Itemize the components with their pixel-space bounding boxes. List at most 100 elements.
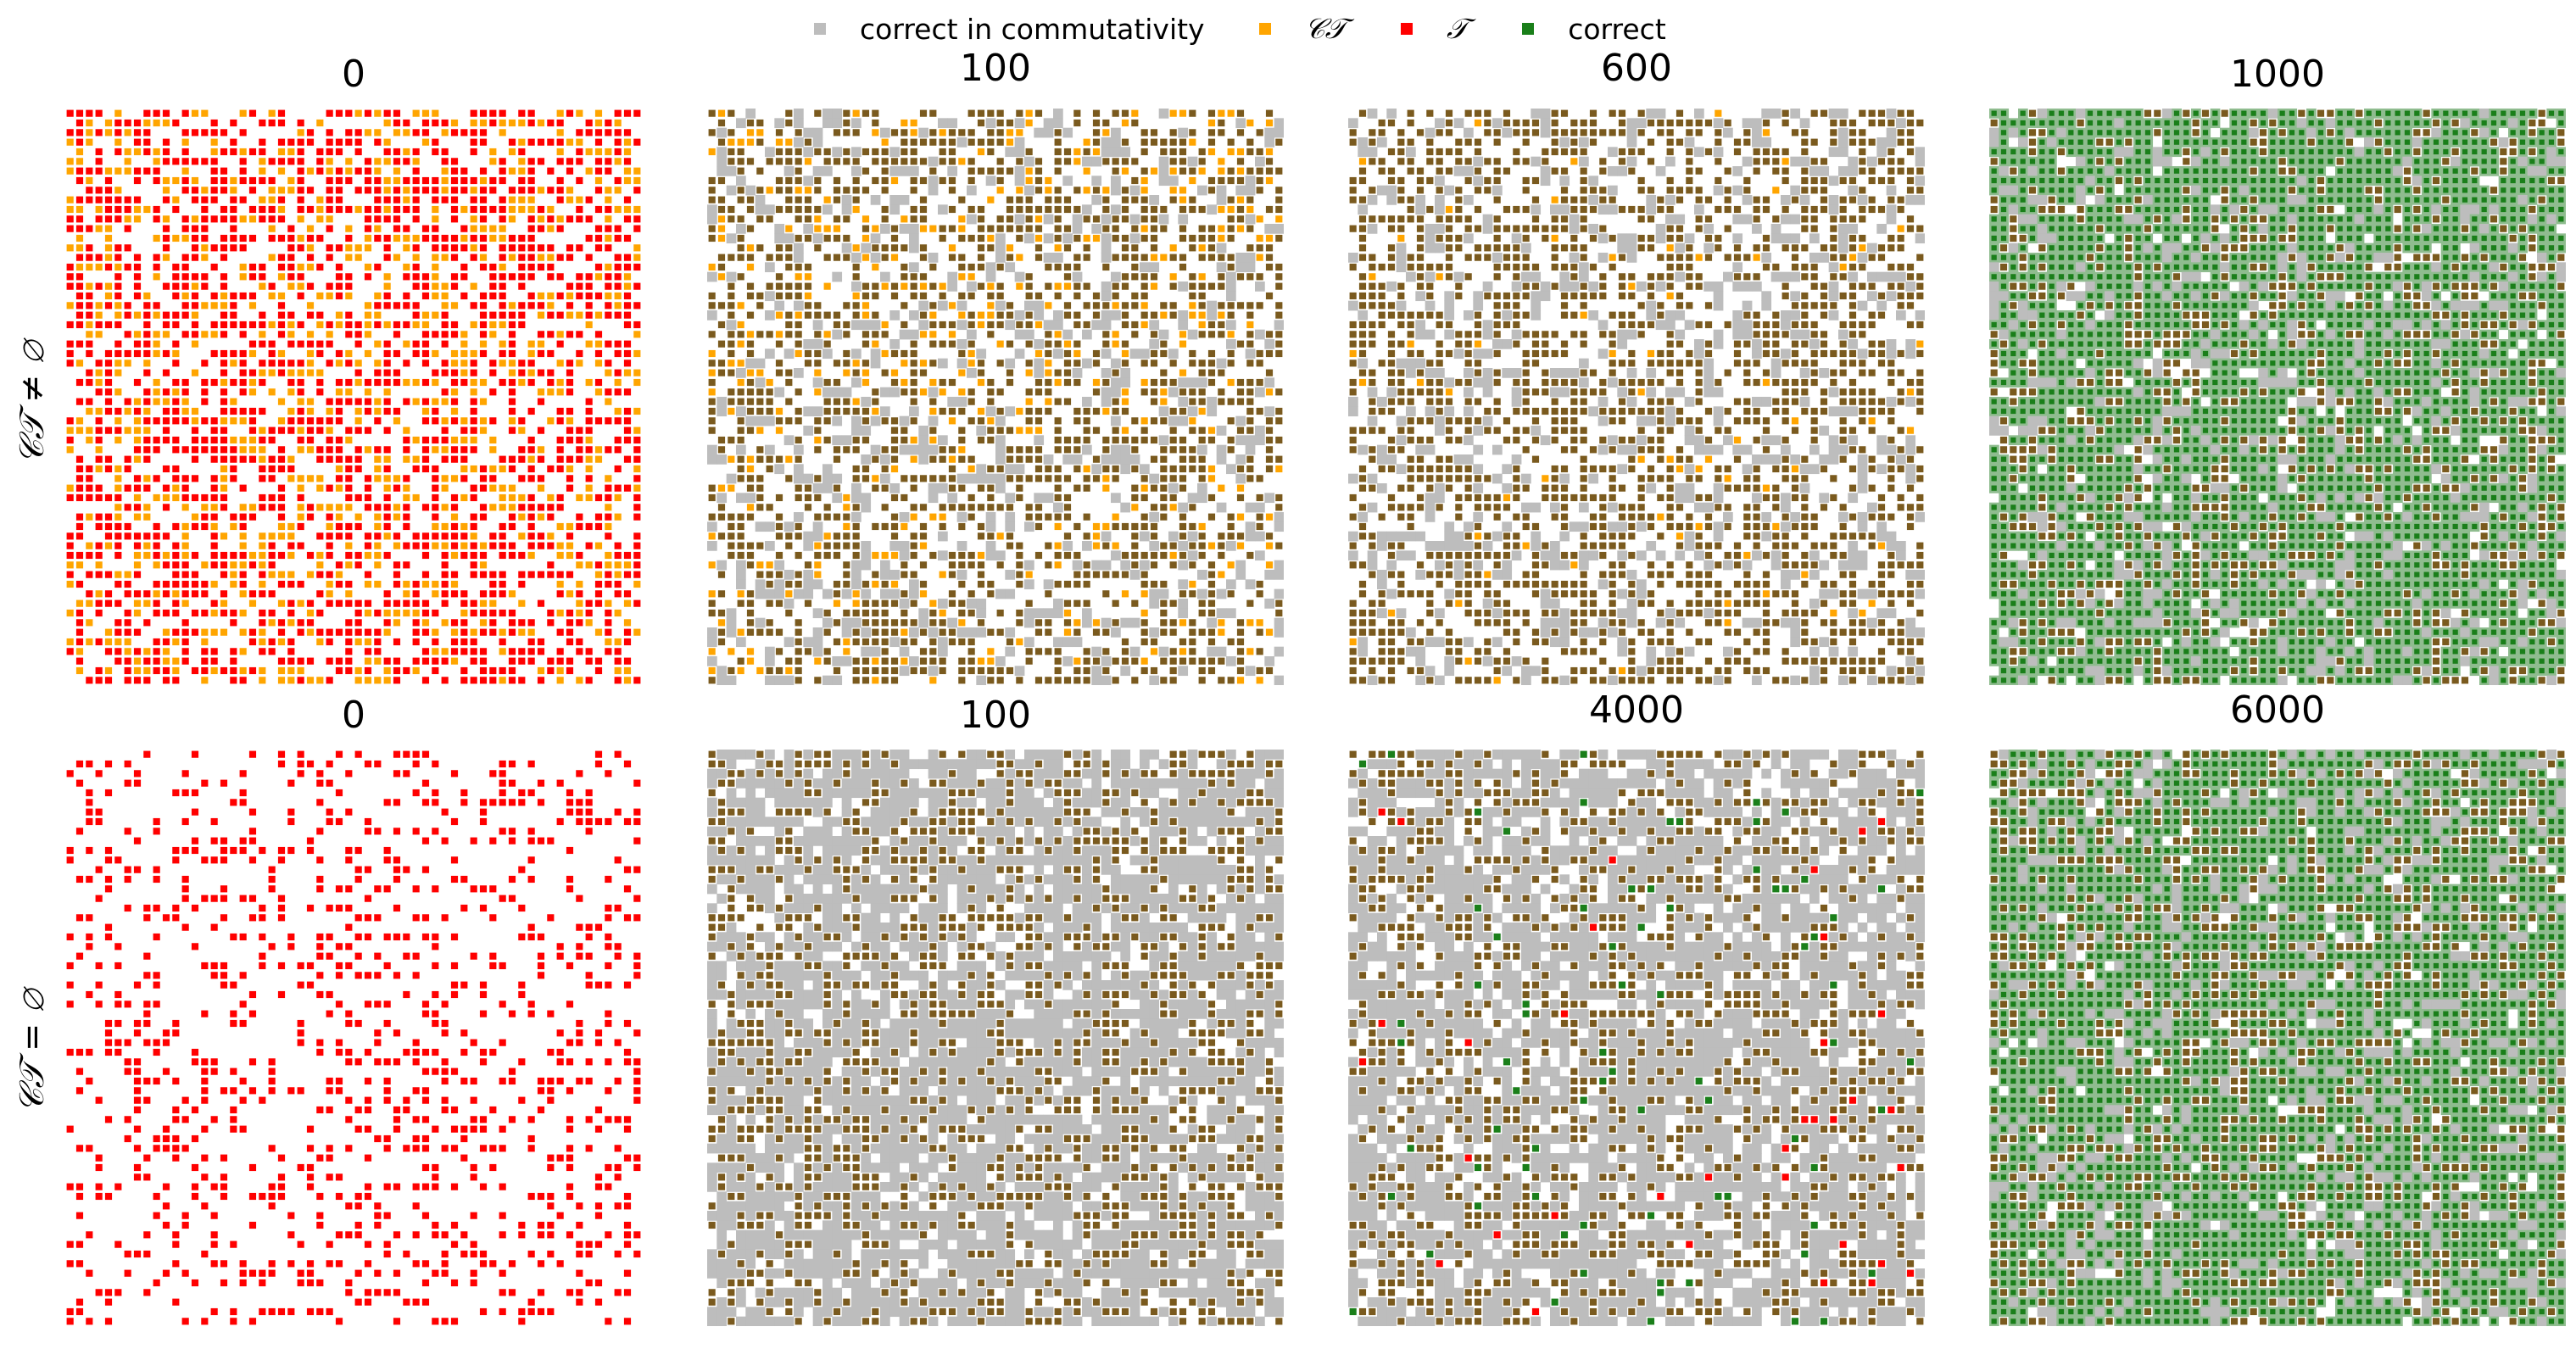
heatmap-cell-brown: [833, 254, 841, 261]
heatmap-cell-red: [191, 666, 199, 675]
heatmap-cell-red: [450, 234, 459, 242]
heatmap-cell-brown: [987, 493, 995, 502]
heatmap-cell-gray: [1014, 310, 1025, 321]
heatmap-cell-orange: [746, 138, 755, 146]
heatmap-cell-brown: [1198, 455, 1206, 463]
heatmap-cell-red: [162, 138, 170, 146]
heatmap-cell-gray: [812, 646, 823, 657]
heatmap-cell-gray: [880, 224, 890, 234]
heatmap-cell-red: [594, 263, 603, 271]
heatmap-cell-orange: [939, 129, 946, 137]
heatmap-cell-gray: [947, 493, 958, 504]
heatmap-cell-orange: [823, 225, 831, 232]
heatmap-cell-gray: [1024, 185, 1034, 196]
heatmap-cell-gray: [1120, 464, 1131, 475]
heatmap-cell-orange: [594, 360, 603, 367]
heatmap-cell-gray: [1111, 358, 1121, 369]
heatmap-cell-brown: [987, 465, 995, 473]
heatmap-cell-orange: [843, 638, 850, 646]
heatmap-cell-red: [162, 311, 170, 319]
heatmap-cell-orange: [259, 542, 266, 549]
heatmap-cell-red: [566, 657, 574, 665]
heatmap-cell-red: [335, 522, 343, 531]
heatmap-cell-brown: [1063, 244, 1072, 252]
heatmap-cell-gray: [1264, 599, 1275, 609]
heatmap-cell-red: [287, 273, 295, 281]
heatmap-cell-red: [239, 369, 247, 376]
heatmap-cell-gray: [1101, 137, 1112, 148]
heatmap-cell-gray: [1053, 502, 1063, 513]
heatmap-cell-orange: [605, 369, 612, 376]
heatmap-cell-gray: [956, 320, 967, 331]
heatmap-cell-orange: [287, 677, 295, 684]
heatmap-cell-gray: [938, 637, 948, 648]
heatmap-cell-red: [585, 542, 593, 549]
heatmap-cell-orange: [383, 187, 391, 194]
heatmap-cell-gray: [832, 118, 843, 129]
heatmap-cell-brown: [1227, 225, 1235, 232]
heatmap-cell-red: [326, 225, 333, 232]
heatmap-cell-orange: [1054, 282, 1062, 290]
heatmap-cell-orange: [133, 666, 142, 675]
heatmap-cell-brown: [1169, 561, 1177, 569]
heatmap-cell-brown: [929, 475, 937, 482]
heatmap-cell-orange: [66, 446, 74, 454]
heatmap-cell-brown: [1246, 311, 1254, 319]
heatmap-cell-brown: [987, 167, 995, 175]
heatmap-cell-brown: [1054, 398, 1062, 405]
heatmap-cell-orange: [823, 282, 831, 290]
heatmap-cell-red: [383, 426, 391, 434]
heatmap-cell-brown: [1189, 167, 1196, 175]
heatmap-cell-orange: [66, 196, 74, 203]
heatmap-cell-red: [75, 657, 84, 665]
heatmap-cell-gray: [1255, 426, 1265, 436]
heatmap-cell-orange: [239, 446, 247, 454]
heatmap-cell-orange: [374, 542, 382, 549]
heatmap-cell-red: [518, 244, 526, 252]
heatmap-cell-brown: [910, 187, 917, 194]
heatmap-cell-brown: [1160, 417, 1168, 425]
heatmap-cell-red: [403, 176, 410, 185]
heatmap-cell-brown: [1150, 349, 1158, 358]
heatmap-cell-brown: [737, 532, 744, 540]
heatmap-cell-brown: [1073, 263, 1081, 271]
heatmap-cell-orange: [114, 513, 122, 521]
heatmap-cell-orange: [268, 109, 276, 117]
heatmap-cell-orange: [1140, 176, 1148, 185]
heatmap-cell-orange: [143, 119, 151, 127]
heatmap-cell-orange: [881, 138, 889, 146]
heatmap-cell-orange: [737, 378, 744, 387]
heatmap-cell-brown: [1150, 580, 1158, 588]
heatmap-cell-brown: [861, 109, 870, 117]
heatmap-cell-red: [421, 465, 430, 473]
heatmap-cell-orange: [403, 244, 410, 252]
heatmap-cell-red: [230, 148, 237, 156]
heatmap-cell-brown: [929, 263, 937, 271]
heatmap-cell-orange: [114, 484, 122, 492]
heatmap-cell-red: [201, 513, 209, 521]
heatmap-cell-gray: [1024, 156, 1034, 167]
heatmap-cell-brown: [910, 638, 917, 646]
heatmap-cell-brown: [804, 599, 812, 607]
heatmap-cell-orange: [1006, 129, 1014, 137]
heatmap-cell-red: [403, 561, 410, 569]
heatmap-cell-brown: [977, 417, 985, 425]
heatmap-cell-gray: [1235, 570, 1246, 580]
heatmap-cell-red: [633, 225, 641, 232]
heatmap-cell-red: [585, 407, 593, 415]
heatmap-cell-gray: [947, 118, 958, 129]
heatmap-cell-red: [432, 148, 439, 156]
heatmap-cell-orange: [201, 638, 209, 646]
heatmap-cell-red: [623, 196, 632, 203]
heatmap-cell-orange: [220, 417, 228, 425]
heatmap-cell-brown: [872, 638, 879, 646]
heatmap-cell-brown: [1102, 263, 1110, 271]
heatmap-cell-brown: [861, 360, 870, 367]
heatmap-cell-brown: [1484, 129, 1492, 137]
heatmap-cell-orange: [403, 484, 410, 492]
heatmap-cell-red: [421, 292, 430, 300]
heatmap-cell-orange: [268, 388, 276, 396]
heatmap-cell-gray: [1034, 300, 1045, 311]
heatmap-cell-orange: [374, 167, 382, 175]
heatmap-cell-brown: [1589, 109, 1597, 117]
